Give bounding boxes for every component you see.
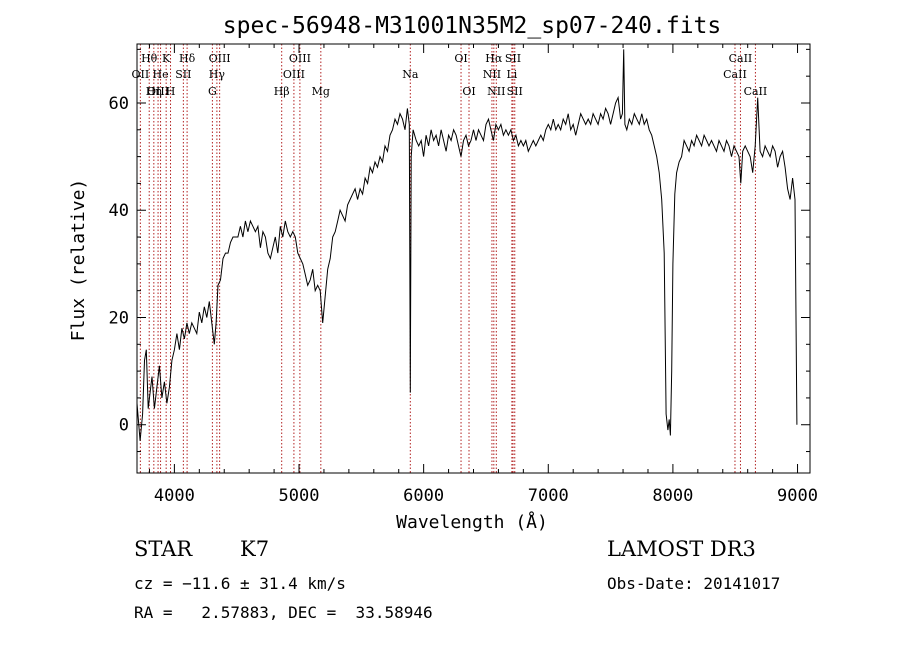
y-tick-label: 0 (119, 416, 129, 436)
y-tick-label: 20 (109, 308, 129, 328)
marker-label: SII (505, 52, 521, 65)
y-axis-label: Flux (relative) (68, 179, 89, 342)
marker-label: Hθ (141, 52, 158, 65)
object-subclass: K7 (240, 537, 270, 561)
marker-label: CaII (744, 85, 768, 98)
y-tick-label: 60 (109, 94, 129, 114)
marker-label: CaII (729, 52, 753, 65)
marker-label: Hα (485, 52, 503, 65)
marker-label: Hβ (274, 85, 290, 98)
marker-label: SII (175, 68, 191, 81)
spectrum-line (136, 49, 798, 441)
y-axis-ticks: 0 20 40 60 (109, 48, 810, 453)
x-tick-label: 5000 (279, 486, 320, 506)
marker-label: NII (483, 68, 501, 81)
plot-frame (136, 43, 811, 474)
marker-label: OI (454, 52, 467, 65)
marker-label: OIII (289, 52, 311, 65)
y-tick-label: 40 (109, 201, 129, 221)
marker-label: OIII (283, 68, 305, 81)
x-tick-label: 6000 (403, 486, 444, 506)
chart-title: spec-56948-M31001N35M2_sp07-240.fits (223, 13, 722, 39)
x-axis-label: Wavelength (Å) (396, 511, 548, 533)
marker-label: Na (402, 68, 419, 81)
coordinates: RA = 2.57883, DEC = 33.58946 (134, 603, 433, 622)
marker-label: CaII (723, 68, 747, 81)
survey-name: LAMOST DR3 (607, 537, 756, 561)
marker-label: OIII (147, 85, 169, 98)
marker-label: NII (487, 85, 505, 98)
x-tick-label: 7000 (528, 486, 569, 506)
object-class: STAR (134, 537, 193, 561)
marker-label: H (166, 85, 176, 98)
marker-label: G (208, 85, 217, 98)
x-tick-label: 8000 (652, 486, 693, 506)
spectrum-series (136, 49, 798, 441)
marker-label: SII (507, 85, 523, 98)
line-markers (139, 44, 756, 473)
x-tick-label: 9000 (777, 486, 818, 506)
observation-date: Obs-Date: 20141017 (607, 574, 781, 593)
marker-label: He (153, 68, 169, 81)
marker-label: Mg (312, 85, 330, 98)
marker-label: Li (506, 68, 517, 81)
marker-label: OIII (209, 52, 231, 65)
marker-label: Hγ (209, 68, 226, 81)
marker-label: Hδ (179, 52, 196, 65)
marker-label: Hη (146, 85, 162, 98)
marker-label: OII (132, 68, 150, 81)
marker-label: K (162, 52, 171, 65)
redshift-velocity: cz = −11.6 ± 31.4 km/s (134, 574, 346, 593)
x-axis-ticks: 4000 5000 6000 7000 8000 9000 (148, 44, 818, 506)
marker-label: OI (462, 85, 475, 98)
x-tick-label: 4000 (154, 486, 195, 506)
